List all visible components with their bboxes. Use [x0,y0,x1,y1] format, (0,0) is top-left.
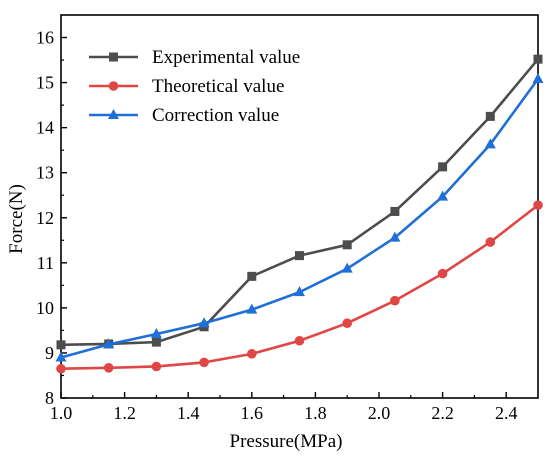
data-point [485,237,496,247]
x-tick-label: 2.2 [431,403,454,423]
legend-item: Correction value [89,105,279,126]
y-tick-label: 16 [36,28,54,48]
data-point [103,338,115,349]
data-point [56,340,66,350]
data-point [56,363,66,374]
data-point [437,190,449,201]
data-point [532,72,544,83]
data-point [247,271,257,281]
y-tick-label: 9 [45,343,54,363]
data-point [533,54,543,64]
data-point [294,335,305,346]
data-point [533,200,543,210]
data-point [55,351,67,362]
legend: Experimental value Theoretical value Corre… [89,47,300,126]
data-point [151,337,161,347]
data-point [103,363,114,373]
y-tick-label: 10 [36,298,54,318]
x-tick-label: 1.6 [241,403,264,423]
series-2 [56,200,543,374]
y-tick-label: 15 [36,73,54,93]
series-1 [56,54,543,350]
series-layer [55,54,544,374]
legend-marker [108,81,119,91]
data-point [437,268,448,279]
y-tick-label: 12 [36,208,54,228]
legend-marker [109,52,118,62]
series-line [60,78,540,359]
legend-marker [108,109,119,119]
x-tick-label: 1.0 [50,403,73,423]
data-point [485,111,495,121]
data-point [150,328,162,339]
y-tick-label: 14 [36,118,54,138]
data-point [341,262,353,273]
data-point [389,231,401,242]
data-point [246,303,258,314]
x-tick-label: 2.4 [495,403,518,423]
data-point [247,349,257,359]
y-tick-label: 8 [45,388,54,408]
data-point [198,317,210,328]
x-tick-label: 2.0 [368,403,391,423]
data-point [151,361,162,372]
x-tick-label: 1.4 [177,403,200,423]
legend-label: Correction value [152,105,279,126]
y-axis: 8 9 10 11 12 13 14 15 16 [36,28,67,408]
data-point [199,357,209,368]
data-point [438,162,448,172]
data-point [484,138,496,149]
x-axis-title: Pressure(MPa) [230,431,343,452]
x-tick-label: 1.2 [113,403,136,423]
x-axis: 1.0 1.2 1.4 1.6 1.8 2.0 2.2 2.4 [50,392,518,423]
data-point [390,206,400,216]
y-tick-label: 11 [37,253,54,273]
legend-item: Theoretical value [89,76,284,97]
x-tick-label: 1.8 [304,403,327,423]
y-tick-label: 13 [36,163,54,183]
data-point [295,251,304,261]
data-point [294,286,305,297]
legend-label: Experimental value [152,47,300,68]
y-axis-title: Force(N) [6,184,27,254]
legend-item: Experimental value [89,47,300,68]
series-3 [55,72,544,362]
data-point [342,240,352,250]
series-line [60,58,539,347]
data-point [390,295,400,306]
legend-label: Theoretical value [152,76,284,97]
data-point [342,318,353,329]
